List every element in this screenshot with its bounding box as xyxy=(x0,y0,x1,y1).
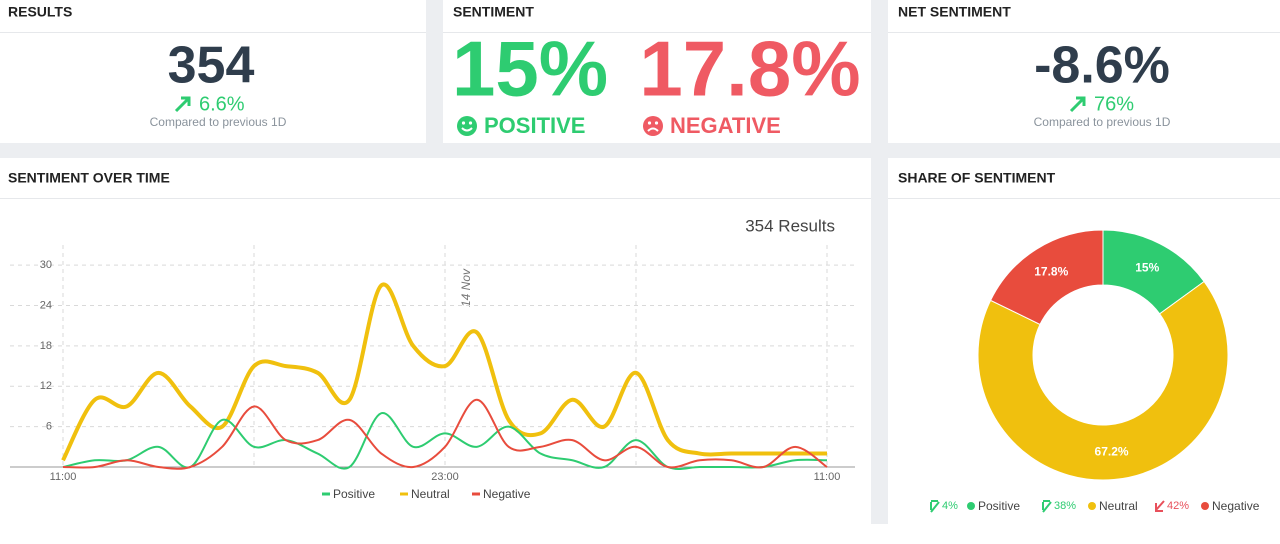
series-line xyxy=(62,398,828,470)
up-arrow xyxy=(1069,96,1086,113)
x-tick-label: 23:00 xyxy=(431,471,459,483)
legend-label: Neutral xyxy=(411,487,450,501)
panel-title: SENTIMENT xyxy=(453,4,534,20)
panel xyxy=(888,0,1280,143)
kpi-value: -8.6% xyxy=(1034,37,1170,95)
legend-dot xyxy=(1088,502,1096,510)
slice-label: 17.8% xyxy=(1034,265,1068,279)
y-tick-label: 24 xyxy=(40,299,52,311)
frown-icon xyxy=(643,116,663,136)
kpi-value: 354 xyxy=(168,37,255,95)
panel-title: SENTIMENT OVER TIME xyxy=(8,170,170,186)
change-label: 38% xyxy=(1054,500,1076,512)
y-tick-label: 6 xyxy=(46,421,52,433)
legend-label: Neutral xyxy=(1099,499,1138,513)
legend-label: Negative xyxy=(483,487,531,501)
slice-label: 67.2% xyxy=(1095,444,1129,458)
panel xyxy=(0,158,871,524)
legend-dot xyxy=(967,502,975,510)
negative-value: 17.8% xyxy=(639,25,860,113)
chart-subtitle: 354 Results xyxy=(745,216,835,235)
kpi-change: 76% xyxy=(1094,93,1134,115)
y-tick-label: 30 xyxy=(40,259,52,271)
change-label: 42% xyxy=(1167,500,1189,512)
slice-label: 15% xyxy=(1135,260,1159,274)
change-label: 4% xyxy=(942,500,958,512)
annotation: 14 Nov xyxy=(459,268,473,307)
legend-label: Positive xyxy=(978,499,1020,513)
positive-value: 15% xyxy=(452,25,608,113)
kpi-note: Compared to previous 1D xyxy=(150,115,287,129)
up-arrow xyxy=(174,96,191,113)
panel-title: NET SENTIMENT xyxy=(898,4,1011,20)
legend-label: Negative xyxy=(1212,499,1260,513)
x-tick-label: 11:00 xyxy=(50,471,77,483)
legend-label: Positive xyxy=(333,487,375,501)
positive-label: POSITIVE xyxy=(484,113,585,138)
kpi-note: Compared to previous 1D xyxy=(1034,115,1171,129)
panel-title: SHARE OF SENTIMENT xyxy=(898,170,1056,186)
change-arrow xyxy=(1155,500,1165,512)
negative-label: NEGATIVE xyxy=(670,113,781,138)
smile-icon xyxy=(457,116,477,136)
x-tick-label: 11:00 xyxy=(814,471,841,483)
donut-slice xyxy=(977,280,1229,481)
series-line xyxy=(61,282,827,462)
change-arrow xyxy=(1042,500,1052,513)
y-tick-label: 18 xyxy=(40,340,52,352)
donut-slice xyxy=(989,229,1104,326)
line-chart: 6 12 18 24 30 11:00 23:00 11:00 Positive Neutral N… xyxy=(10,245,855,501)
panel xyxy=(0,0,426,143)
legend-dot xyxy=(1201,502,1209,510)
change-arrow xyxy=(930,500,940,513)
y-tick-label: 12 xyxy=(40,380,52,392)
panel-title: RESULTS xyxy=(8,4,72,20)
donut-chart: 15% 67.2% 17.8% 4% Positive 38% Neutral 42% Nega… xyxy=(930,229,1260,513)
kpi-change: 6.6% xyxy=(199,93,245,115)
